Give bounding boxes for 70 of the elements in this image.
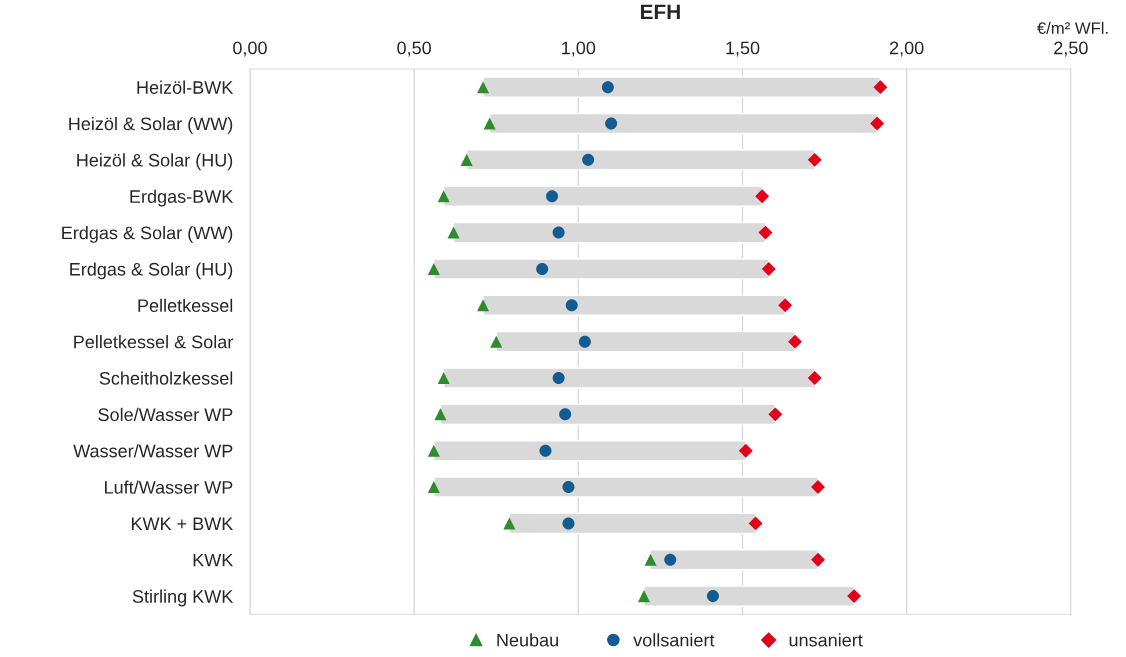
point bbox=[539, 444, 552, 457]
chart-title: EFH bbox=[640, 4, 680, 19]
y-tick-label: Pelletkessel bbox=[138, 298, 233, 313]
y-tick-label: KWK + BWK bbox=[131, 517, 234, 530]
point bbox=[788, 334, 802, 349]
y-tick-label: Erdgas-BWK bbox=[130, 189, 234, 207]
y-tick-label: Pelletkessel & Solar bbox=[74, 335, 234, 349]
point bbox=[559, 408, 572, 421]
x-tick-label: 0,00 bbox=[233, 41, 267, 57]
y-tick-label: KWK bbox=[193, 553, 234, 567]
x-tick-label: 2,50 bbox=[1054, 41, 1088, 57]
y-tick-label: Heizöl & Solar (HU) bbox=[77, 153, 233, 171]
y-tick-label: Luft/Wasser WP bbox=[105, 480, 233, 494]
point bbox=[578, 335, 591, 348]
point bbox=[601, 81, 614, 94]
point bbox=[536, 262, 549, 275]
point bbox=[605, 117, 618, 130]
point bbox=[477, 299, 490, 312]
point bbox=[847, 589, 862, 604]
point bbox=[503, 517, 516, 530]
point bbox=[761, 261, 776, 276]
point bbox=[562, 517, 575, 530]
point bbox=[755, 189, 770, 204]
x-tick-label: 1,00 bbox=[562, 41, 596, 57]
point bbox=[490, 335, 503, 348]
point bbox=[427, 481, 440, 494]
point bbox=[477, 81, 490, 94]
x-axis-title: €/m² WFl. bbox=[1037, 21, 1108, 35]
point bbox=[437, 190, 450, 203]
point bbox=[637, 590, 650, 603]
point bbox=[434, 408, 447, 421]
y-tick-label: Stirling KWK bbox=[132, 589, 234, 607]
point bbox=[546, 190, 559, 203]
point bbox=[748, 516, 763, 531]
point bbox=[562, 481, 575, 494]
point bbox=[811, 552, 825, 567]
point bbox=[778, 298, 793, 313]
y-tick-label: Wasser/Wasser WP bbox=[73, 444, 233, 458]
point bbox=[644, 553, 657, 566]
point bbox=[437, 371, 450, 385]
point bbox=[768, 407, 783, 422]
point bbox=[447, 226, 460, 239]
legend-label: Neubau bbox=[497, 633, 558, 647]
y-tick-label: Heizöl-BWK bbox=[137, 80, 234, 94]
x-tick-label: 1,50 bbox=[726, 41, 760, 57]
point bbox=[758, 225, 773, 240]
point bbox=[460, 153, 473, 166]
y-tick-label: Sole/Wasser WP bbox=[98, 407, 233, 422]
point bbox=[706, 590, 719, 603]
point bbox=[427, 262, 440, 275]
point bbox=[483, 117, 496, 130]
legend-label: vollsaniert bbox=[633, 633, 715, 647]
point bbox=[807, 371, 822, 385]
point bbox=[552, 371, 565, 385]
point bbox=[582, 153, 595, 166]
x-tick-label: 0,50 bbox=[397, 41, 432, 57]
y-tick-label: Scheitholzkessel bbox=[99, 371, 233, 385]
legend-label: unsaniert bbox=[789, 633, 863, 647]
point bbox=[552, 226, 565, 239]
y-tick-label: Erdgas & Solar (HU) bbox=[70, 262, 233, 280]
point bbox=[873, 80, 888, 95]
point bbox=[427, 444, 440, 457]
x-tick-label: 2,00 bbox=[889, 41, 924, 57]
y-tick-label: Erdgas & Solar (WW) bbox=[62, 226, 233, 243]
point bbox=[565, 299, 578, 312]
y-tick-label: Heizöl & Solar (WW) bbox=[69, 116, 233, 134]
point bbox=[807, 152, 822, 167]
point bbox=[664, 553, 677, 566]
point bbox=[870, 116, 885, 131]
point bbox=[738, 443, 753, 458]
